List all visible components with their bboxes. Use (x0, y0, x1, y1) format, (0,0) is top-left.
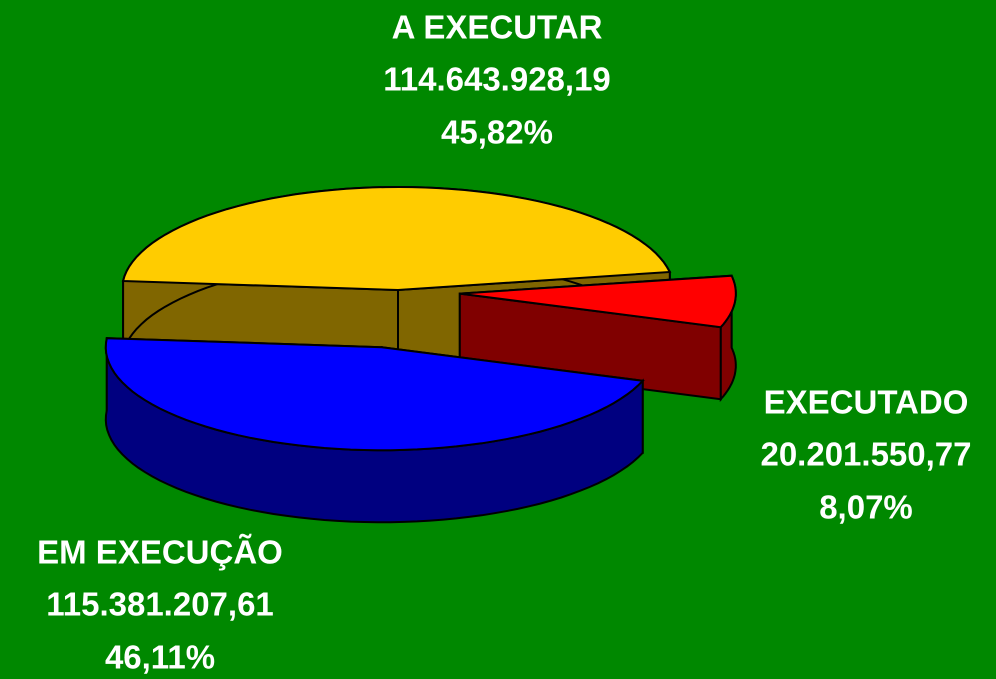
slice-value-label: 45,82% (441, 114, 553, 151)
slice-label: A EXECUTAR (392, 9, 603, 46)
slice (104, 337, 645, 452)
slice-label: EXECUTADO (764, 384, 969, 421)
slice-amount: 20.201.550,77 (760, 436, 971, 473)
slice-value-label: 8,07% (819, 489, 913, 526)
slice-label: EM EXECUÇÃO (37, 534, 283, 571)
slice (121, 185, 672, 292)
slice-value-label: 46,11% (105, 639, 215, 676)
slice (459, 274, 737, 329)
slice-amount: 115.381.207,61 (46, 586, 274, 623)
slice-amount: 114.643.928,19 (383, 61, 611, 98)
